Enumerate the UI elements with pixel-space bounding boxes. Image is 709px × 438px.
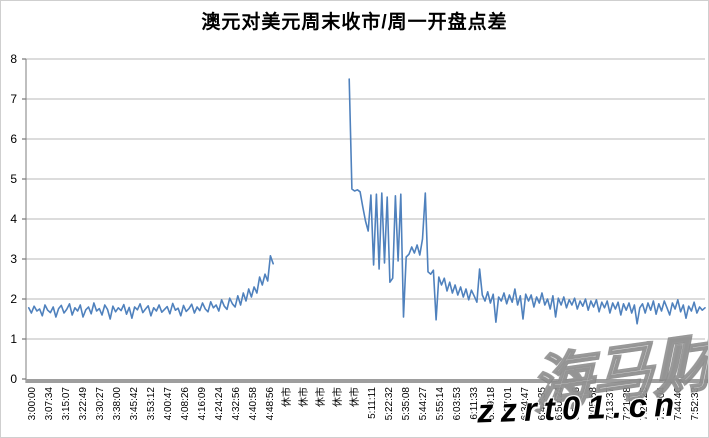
x-tick-label: 4:08:26 <box>180 387 191 421</box>
x-tick-label: 3:30:27 <box>95 387 106 421</box>
y-tick-label: 5 <box>10 172 17 186</box>
x-tick-label: 休市 <box>297 387 310 407</box>
x-tick-label: 6:58:16 <box>571 387 582 421</box>
x-tick-label: 4:16:09 <box>197 387 208 421</box>
x-tick-label: 3:38:00 <box>112 387 123 421</box>
x-tick-label: 休市 <box>348 387 361 407</box>
x-tick-label: 3:53:12 <box>146 387 157 421</box>
x-tick-label: 5:22:32 <box>384 387 395 421</box>
x-tick-label: 休市 <box>280 387 293 407</box>
x-tick-label: 5:44:27 <box>418 387 429 421</box>
x-tick-label: 5:11:11 <box>367 387 378 419</box>
x-tick-label: 4:40:58 <box>248 387 259 421</box>
x-tick-label: 7:05:58 <box>588 387 599 421</box>
x-tick-label: 7:37:04 <box>656 387 667 421</box>
x-axis-bar <box>26 379 708 383</box>
x-tick-label: 6:11:33 <box>469 387 480 420</box>
series-line <box>27 255 275 320</box>
x-tick-label: 3:00:00 <box>27 387 38 421</box>
x-tick-label: 4:32:56 <box>231 387 242 421</box>
x-tick-label: 4:24:24 <box>214 387 225 421</box>
x-tick-label: 5:55:14 <box>435 387 446 421</box>
x-tick-label: 3:45:42 <box>129 387 140 421</box>
x-tick-label: 6:42:35 <box>537 387 548 421</box>
x-tick-label: 4:48:56 <box>265 387 276 421</box>
y-tick-label: 6 <box>10 132 17 146</box>
y-tick-label: 7 <box>10 92 17 106</box>
series-line <box>348 78 706 325</box>
x-tick-label: 6:03:53 <box>452 387 463 421</box>
x-tick-label: 6:27:01 <box>503 387 514 421</box>
x-tick-label: 6:19:18 <box>486 387 497 421</box>
x-tick-label: 7:21:28 <box>622 387 633 421</box>
x-tick-label: 7:44:46 <box>673 387 684 421</box>
y-tick-label: 8 <box>10 52 17 66</box>
x-tick-label: 5:35:08 <box>401 387 412 421</box>
y-tick-label: 1 <box>10 332 17 346</box>
x-tick-label: 3:22:49 <box>78 387 89 421</box>
x-tick-label: 7:29:25 <box>639 387 650 421</box>
x-tick-label: 4:00:47 <box>163 387 174 421</box>
y-tick-label: 2 <box>10 292 17 306</box>
x-tick-label: 休市 <box>331 387 344 407</box>
y-tick-label: 3 <box>10 252 17 266</box>
x-tick-label: 3:07:34 <box>44 387 55 421</box>
x-tick-label: 7:13:37 <box>605 387 616 421</box>
y-tick-label: 4 <box>10 212 17 226</box>
y-tick-label: 0 <box>10 372 17 386</box>
chart-title: 澳元对美元周末收市/周一开盘点差 <box>201 12 508 33</box>
x-tick-label: 休市 <box>314 387 327 407</box>
x-tick-label: 7:52:33 <box>690 387 701 421</box>
x-tick-label: 6:34:47 <box>520 387 531 421</box>
x-tick-label: 3:15:07 <box>61 387 72 421</box>
x-tick-label: 6:50:24 <box>554 387 565 421</box>
